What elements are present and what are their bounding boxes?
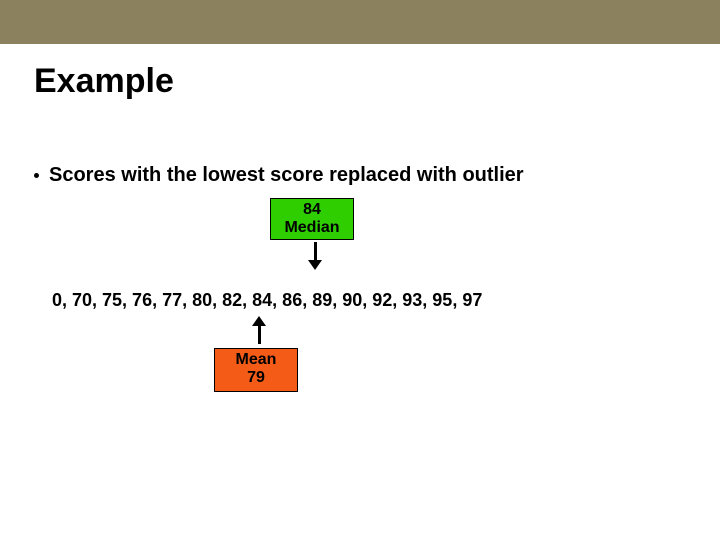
slide: Example Scores with the lowest score rep… (0, 0, 720, 540)
bullet-text: Scores with the lowest score replaced wi… (49, 164, 524, 187)
accent-top-bar (0, 0, 720, 44)
median-mean-diagram: 84 Median 0, 70, 75, 76, 77, 80, 82, 84,… (52, 198, 592, 438)
bullet-dot-icon (34, 173, 39, 178)
mean-box: Mean 79 (214, 348, 298, 392)
median-label: Median (271, 219, 353, 237)
mean-label: Mean (215, 351, 297, 369)
median-box: 84 Median (270, 198, 354, 240)
median-value: 84 (271, 201, 353, 219)
arrow-up-icon (252, 316, 266, 344)
score-list: 0, 70, 75, 76, 77, 80, 82, 84, 86, 89, 9… (52, 290, 482, 311)
mean-value: 79 (215, 369, 297, 387)
arrow-down-icon (308, 242, 322, 270)
slide-title: Example (34, 62, 174, 101)
bullet-row: Scores with the lowest score replaced wi… (34, 164, 524, 187)
